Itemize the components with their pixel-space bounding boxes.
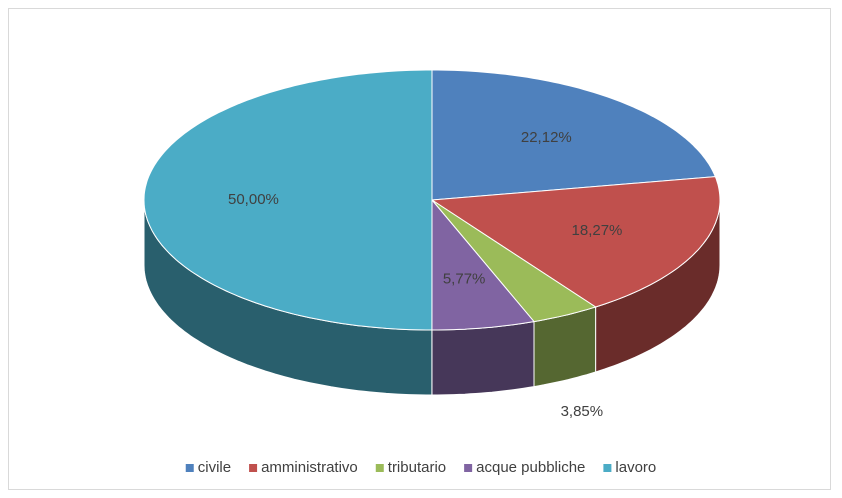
legend-marker	[375, 464, 384, 472]
slice-side	[431, 321, 535, 396]
legend: civile amministrativo tributario acque pubb…	[185, 459, 656, 476]
legend-marker	[249, 464, 258, 472]
legend-marker	[464, 464, 473, 472]
data-label: 5,77%	[443, 270, 486, 287]
legend-label: civile	[198, 459, 231, 476]
legend-label: lavoro	[615, 459, 656, 476]
data-label: 50,00%	[228, 191, 279, 208]
legend-marker	[603, 464, 612, 472]
data-label: 22,12%	[521, 129, 572, 146]
data-label: 3,85%	[561, 403, 604, 420]
legend-label: tributario	[388, 459, 446, 476]
slice	[431, 198, 535, 331]
slice	[430, 176, 721, 308]
data-label: 18,27%	[572, 222, 623, 239]
legend-label: amministrativo	[261, 459, 358, 476]
legend-marker	[185, 464, 194, 472]
slice	[431, 69, 717, 201]
slice	[143, 69, 433, 331]
slice	[431, 199, 597, 323]
legend-label: acque pubbliche	[476, 459, 585, 476]
